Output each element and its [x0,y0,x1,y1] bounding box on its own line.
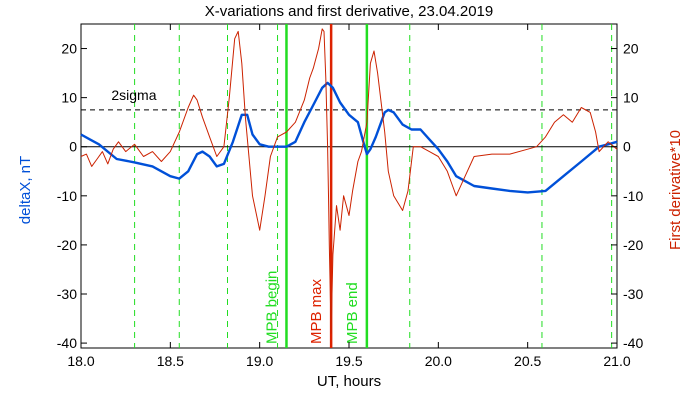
series-line-first-derivative-10 [80,28,618,334]
y2-tick-label-4: -20 [623,237,643,253]
marker-label-1: MPB max [308,278,325,344]
x-tick-label-4: 20.0 [425,353,452,369]
y-tick-label-1: 10 [61,90,77,106]
x-tick-label-2: 19.0 [246,353,273,369]
y-tick-label-0: 20 [61,41,77,57]
x-tick-label-6: 21.0 [603,353,630,369]
marker-label-0: MPB begin [263,271,280,344]
y2-tick-label-2: 0 [623,139,631,155]
x-tick-label-3: 19.5 [335,353,362,369]
y-tick-label-5: -30 [57,286,77,302]
threshold-label: 2sigma [111,87,156,103]
y2-tick-label-5: -30 [623,286,643,302]
y2-tick-label-1: 10 [623,90,639,106]
y2-tick-label-3: -10 [623,188,643,204]
y-tick-label-6: -40 [57,335,77,351]
x-tick-label-5: 20.5 [514,353,541,369]
x-tick-label-0: 18.0 [67,353,94,369]
y-tick-label-4: -20 [57,237,77,253]
chart-title: X-variations and first derivative, 23.04… [205,3,494,20]
series-line-deltax [80,81,618,194]
x-axis-label: UT, hours [317,373,381,390]
plot-area: 2sigma MPB begin MPB max MPB end 18.0 18.5 19.… [57,23,643,369]
y2-axis-label: First derivative*10 [667,130,684,250]
y2-tick-label-0: 20 [623,41,639,57]
marker-label-2: MPB end [344,282,361,344]
y-axis-label: deltaX, nT [17,156,34,224]
x-tick-label-1: 18.5 [157,353,184,369]
y-tick-label-2: 0 [69,139,77,155]
y-tick-label-3: -10 [57,188,77,204]
y2-tick-label-6: -40 [623,335,643,351]
